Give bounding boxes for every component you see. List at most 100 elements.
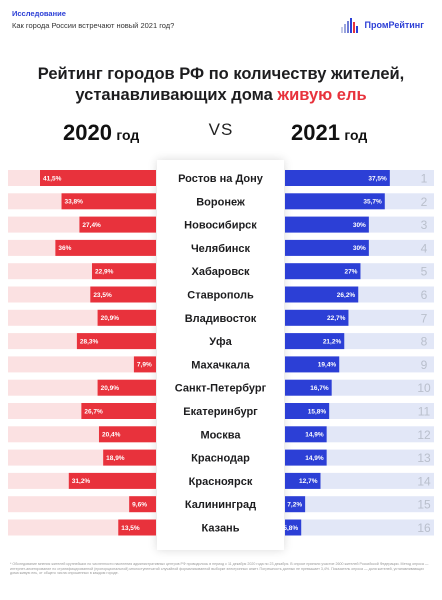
city-label: Калининград [185,499,256,511]
bar-2020 [40,170,156,186]
bar-2020 [81,403,156,419]
bar-2021 [285,356,340,373]
rank-label: 13 [417,451,431,465]
bar-2020-label: 36% [58,245,71,252]
city-label: Воронеж [196,196,245,208]
bar-2021-label: 26,2% [337,292,356,299]
bar-2020 [97,379,156,396]
bar-2021-label: 15,8% [308,408,327,415]
bar-2021-track [285,519,434,536]
bar-2021 [285,309,349,326]
rank-label: 16 [417,521,431,535]
bar-2021 [285,403,330,419]
bar-2021-label: 30% [353,222,366,229]
year-left-word: год [116,127,140,143]
bar-2021-label: 5,8% [283,525,298,532]
year-right: 2021 год [291,120,367,146]
header: Исследование Как города России встречают… [12,9,174,30]
rank-label: 2 [421,195,428,209]
city-label: Красноярск [189,476,253,488]
city-label: Махачкала [191,359,250,371]
bar-2021-label: 14,9% [305,432,324,439]
city-label: Екатеринбург [183,406,258,418]
year-right-word: год [344,127,368,143]
bar-2021-label: 21,2% [323,338,342,345]
bar-2021 [285,379,332,396]
bar-2020 [97,309,156,326]
rank-label: 5 [421,265,428,279]
title-line-2: устанавливающих дома живую ель [0,85,442,106]
footnote: * Обследование мнения жителей крупнейших… [10,562,429,576]
rank-label: 8 [421,335,428,349]
city-label: Челябинск [191,243,251,255]
bar-2020-label: 13,5% [121,525,140,532]
rank-label: 9 [421,358,428,372]
bar-2020-label: 26,7% [84,408,103,415]
city-label: Новосибирск [184,220,257,232]
bar-2021 [285,449,327,466]
bar-2020-label: 41,5% [43,175,62,182]
bar-2021-label: 14,9% [305,455,324,462]
rank-label: 3 [421,218,428,232]
bar-2020 [61,193,157,210]
page-title: Рейтинг городов РФ по количеству жителей… [0,64,442,106]
logo-text: ПромРейтинг [364,20,424,30]
bar-2020 [129,496,156,513]
rank-label: 7 [421,311,428,325]
bar-2021-track [285,472,434,489]
rank-label: 1 [421,172,428,186]
bar-2020 [133,356,156,373]
logo-bars-icon [340,18,358,33]
bar-2020-label: 33,8% [65,199,84,206]
bar-2020-label: 18,9% [106,455,125,462]
year-left-number: 2020 [63,120,112,145]
bar-2020-track [8,496,156,513]
vs-label: VS [208,120,234,139]
rank-label: 4 [421,241,428,255]
title-plain: устанавливающих дома [75,86,278,104]
bar-2020 [90,286,156,303]
city-label: Краснодар [191,453,250,465]
city-label: Санкт-Петербург [175,383,267,395]
rank-label: 14 [417,474,431,488]
bar-2021-label: 35,7% [363,199,382,206]
kicker-label: Исследование [12,9,66,18]
rank-label: 6 [421,288,428,302]
bar-2021 [285,216,369,233]
rank-label: 12 [417,428,431,442]
bar-2021-label: 19,4% [318,362,337,369]
bar-2020 [68,472,156,489]
bar-2020 [118,519,156,536]
city-label: Ростов на Дону [178,173,264,185]
bar-2020-track [8,356,156,373]
bar-2020-label: 7,9% [137,362,152,369]
bar-2021 [285,170,390,186]
bar-2020 [76,333,156,350]
city-label: Владивосток [185,313,257,325]
year-left: 2020 год [63,120,139,146]
bar-2020-label: 20,9% [101,385,120,392]
bar-2021-label: 7,2% [287,502,302,509]
city-label: Казань [202,523,240,535]
rank-label: 15 [417,498,431,512]
bar-2021-label: 12,7% [299,478,318,485]
bar-2020 [79,216,156,233]
bar-2021 [285,333,345,350]
bar-2021 [285,426,327,443]
bar-2021 [285,263,361,280]
city-panel [157,160,284,550]
bar-2021 [285,193,385,210]
city-label: Хабаровск [192,266,250,278]
logo: ПромРейтинг [340,17,424,33]
title-line-1: Рейтинг городов РФ по количеству жителей… [37,65,405,83]
bar-2020 [98,426,156,443]
bar-2021-track [285,496,434,513]
bar-2020-label: 9,6% [132,502,147,509]
bar-2020 [91,263,156,280]
bar-2021-label: 16,7% [310,385,329,392]
bar-2020 [55,239,157,256]
bar-2021-label: 22,7% [327,315,346,322]
bar-2021-label: 30% [353,245,366,252]
bar-2020-label: 28,3% [80,338,99,345]
rank-label: 10 [417,381,431,395]
